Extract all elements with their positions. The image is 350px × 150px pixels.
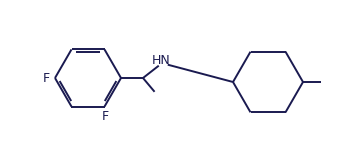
Text: HN: HN xyxy=(152,54,170,67)
Text: F: F xyxy=(102,110,109,123)
Text: F: F xyxy=(42,72,50,84)
